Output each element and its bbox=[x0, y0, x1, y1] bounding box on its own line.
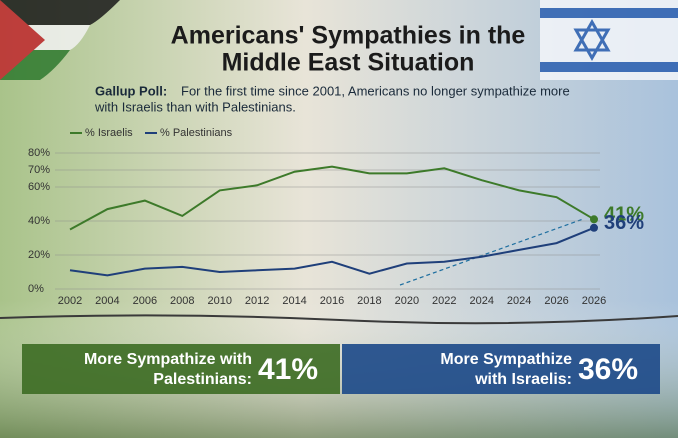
banner-text: Palestinians: bbox=[153, 371, 252, 388]
x-tick-label: 2026 bbox=[544, 295, 568, 307]
y-tick-label: 80% bbox=[28, 147, 50, 159]
x-tick-label: 2022 bbox=[432, 295, 456, 307]
legend-label: % Palestinians bbox=[160, 127, 233, 139]
end-point bbox=[590, 215, 598, 224]
x-tick-label: 2024 bbox=[469, 295, 493, 307]
subtitle-label: Gallup Poll: bbox=[95, 83, 167, 98]
y-tick-label: 40% bbox=[28, 215, 50, 227]
x-tick-label: 2012 bbox=[245, 295, 269, 307]
y-tick-label: 20% bbox=[28, 249, 50, 261]
banner-text: with Israelis: bbox=[474, 371, 572, 388]
x-tick-label: 2020 bbox=[395, 295, 419, 307]
x-tick-label: 2016 bbox=[320, 295, 344, 307]
x-tick-label: 2002 bbox=[58, 295, 82, 307]
y-tick-label: 70% bbox=[28, 164, 50, 176]
banner bbox=[22, 344, 340, 394]
banner-value: 41% bbox=[258, 353, 318, 386]
legend-label: % Israelis bbox=[85, 127, 133, 139]
israel-flag bbox=[540, 0, 678, 80]
series-line bbox=[69, 226, 595, 277]
value-label: 41% bbox=[604, 204, 644, 226]
palestine-flag bbox=[0, 0, 120, 80]
series-line bbox=[69, 165, 595, 231]
end-point bbox=[590, 223, 598, 232]
subtitle: For the first time since 2001, Americans… bbox=[181, 83, 570, 98]
x-tick-label: 2024 bbox=[507, 295, 531, 307]
barbed-wire bbox=[0, 314, 678, 325]
subtitle: with Israelis than with Palestinians. bbox=[94, 99, 296, 114]
x-tick-label: 2026 bbox=[582, 295, 606, 307]
trend-dash bbox=[399, 218, 584, 286]
banner-text: More Sympathize bbox=[440, 351, 572, 368]
x-tick-label: 2010 bbox=[207, 295, 231, 307]
title: Americans' Sympathies in the bbox=[171, 22, 526, 50]
x-tick-label: 2004 bbox=[95, 295, 119, 307]
banner-value: 36% bbox=[578, 353, 638, 386]
banner-text: More Sympathize with bbox=[84, 351, 252, 368]
value-label: 36% bbox=[604, 212, 644, 234]
title: Middle East Situation bbox=[222, 49, 475, 77]
x-tick-label: 2008 bbox=[170, 295, 194, 307]
banner bbox=[342, 344, 660, 394]
y-tick-label: 0% bbox=[28, 283, 44, 295]
x-tick-label: 2018 bbox=[357, 295, 381, 307]
x-tick-label: 2014 bbox=[282, 295, 306, 307]
x-tick-label: 2006 bbox=[133, 295, 157, 307]
y-tick-label: 60% bbox=[28, 181, 50, 193]
